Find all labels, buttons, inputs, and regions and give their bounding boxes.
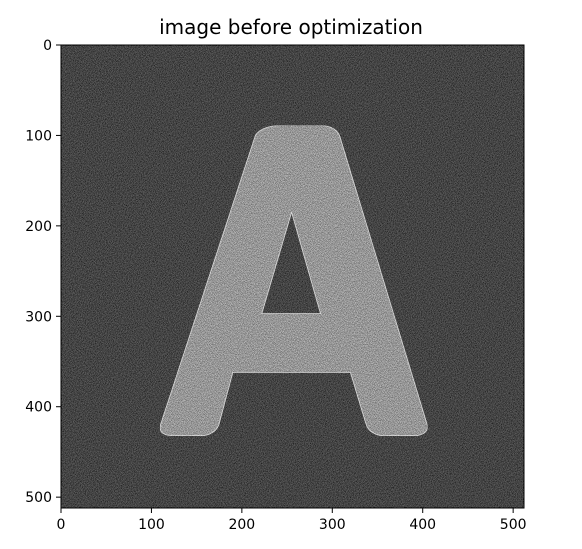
x-tick-label: 500 bbox=[500, 517, 527, 533]
axes-frame bbox=[60, 44, 525, 509]
y-tick-label: 400 bbox=[25, 400, 52, 416]
axes: 0 100 200 300 400 500 0 100 200 300 400 500 bbox=[25, 38, 526, 533]
y-tick-label: 300 bbox=[25, 309, 52, 325]
x-tick-label: 0 bbox=[57, 517, 66, 533]
chart-title: image before optimization bbox=[159, 15, 423, 39]
y-tick-label: 200 bbox=[25, 219, 52, 235]
image-area bbox=[61, 45, 524, 508]
letter-A bbox=[159, 125, 428, 437]
x-tick-label: 300 bbox=[319, 517, 346, 533]
x-tick-label: 200 bbox=[228, 517, 255, 533]
y-tick-label: 500 bbox=[25, 490, 52, 506]
y-tick-label: 0 bbox=[43, 38, 52, 54]
x-tick-label: 100 bbox=[138, 517, 165, 533]
x-tick-label: 400 bbox=[409, 517, 436, 533]
y-tick-label: 100 bbox=[25, 128, 52, 144]
image-background bbox=[61, 45, 524, 508]
